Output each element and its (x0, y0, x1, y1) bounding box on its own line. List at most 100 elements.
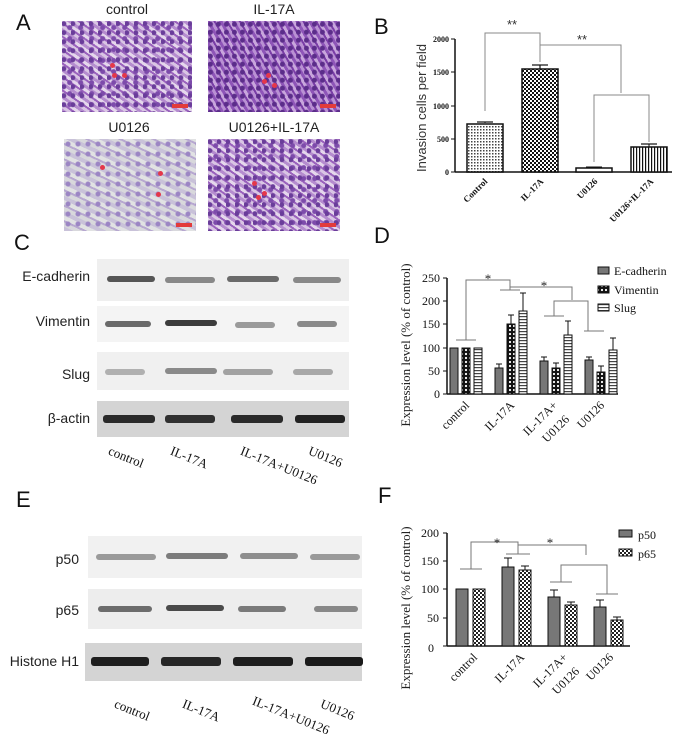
arrow-marker (112, 73, 117, 78)
significance-marker: * (547, 535, 554, 550)
bar-p65-control (472, 588, 486, 647)
lane-label-control: control (106, 443, 147, 471)
svg-text:50: 50 (428, 364, 440, 378)
svg-text:U0126+IL-17A: U0126+IL-17A (608, 176, 656, 224)
blot-p65 (88, 589, 362, 629)
bar-vimentin-control (461, 347, 471, 395)
significance-marker: ** (507, 17, 517, 32)
blot-label-slug: Slug (61, 366, 90, 382)
chart-f-nfkb-expression: Expression level (% of control) 0 50 100… (398, 526, 656, 697)
bar-vimentin-il17a (506, 323, 516, 395)
bar-p50-control (455, 588, 469, 647)
bar-p50-u0126 (593, 606, 607, 647)
lane-label-il17a: IL-17A (168, 443, 211, 472)
panel-label-f: F (378, 483, 392, 508)
scale-bar (320, 223, 336, 227)
bar-control (466, 123, 504, 173)
blot-vimentin (97, 306, 349, 342)
arrow-marker (266, 73, 271, 78)
bar-ecadherin-control (449, 347, 459, 395)
chart-b-invasion: Invasion cells per field 0 500 1000 1500… (414, 17, 672, 224)
micrograph-il17a (208, 21, 340, 112)
y-axis-label: Expression level (% of control) (398, 263, 413, 426)
bar-vimentin-u0126 (596, 371, 606, 395)
svg-text:50: 50 (427, 611, 439, 625)
significance-marker: * (541, 278, 548, 293)
bar-il17a (521, 68, 559, 173)
arrow-marker (262, 191, 267, 196)
micrograph-title-u0126-il17a: U0126+IL-17A (228, 119, 320, 135)
panel-label-a: A (16, 10, 31, 35)
svg-text:1000: 1000 (433, 102, 449, 111)
legend-p50: p50 (638, 528, 656, 542)
bar-slug-il17a (518, 310, 528, 395)
arrow-marker (272, 83, 277, 88)
arrow-marker (256, 195, 261, 200)
bar-p65-u0126 (610, 619, 624, 647)
legend-ecadherin: E-cadherin (614, 264, 667, 278)
blot-label-ecadherin: E-cadherin (22, 268, 90, 284)
lane-label-il17a: IL-17A (180, 696, 223, 725)
arrow-marker (122, 73, 127, 78)
blot-label-vimentin: Vimentin (35, 313, 90, 329)
legend-vimentin: Vimentin (614, 283, 659, 297)
bar-slug-u0126 (608, 349, 618, 395)
bar-slug-il17a-u0126 (563, 334, 573, 395)
lane-label-u0126: U0126 (306, 443, 345, 471)
bar-u0126-il17a (630, 146, 668, 173)
significance-marker: * (494, 535, 501, 550)
blot-label-p50: p50 (55, 551, 79, 567)
legend-slug: Slug (614, 301, 636, 315)
lane-label-il17a-u0126: IL-17A+U0126 (238, 443, 320, 488)
bar-vimentin-il17a-u0126 (551, 367, 561, 395)
micrograph-title-il17a: IL-17A (253, 1, 295, 17)
blot-label-p65: p65 (55, 602, 79, 618)
svg-text:150: 150 (422, 317, 440, 331)
svg-text:2000: 2000 (433, 35, 449, 44)
arrow-marker (110, 63, 115, 68)
svg-text:1500: 1500 (433, 68, 449, 77)
micrograph-title-u0126: U0126 (108, 119, 150, 135)
svg-text:100: 100 (421, 582, 439, 596)
blot-label-beta-actin: β-actin (47, 410, 90, 426)
scale-bar (176, 223, 192, 227)
bar-p65-il17a (518, 569, 532, 647)
lane-label-control: control (112, 696, 153, 724)
bar-p50-il17a (501, 566, 515, 647)
arrow-marker (156, 192, 161, 197)
lane-label-il17a-u0126: IL-17A+U0126 (250, 693, 332, 738)
svg-text:150: 150 (421, 554, 439, 568)
panel-label-c: C (14, 230, 30, 255)
bar-ecadherin-il17a-u0126 (539, 360, 549, 395)
bar-ecadherin-u0126 (584, 359, 594, 395)
scale-bar (320, 104, 336, 108)
legend: E-cadherin Vimentin Slug (597, 264, 667, 315)
micrograph-u0126-il17a (208, 139, 340, 231)
blot-beta-actin (97, 401, 349, 437)
panel-label-e: E (16, 487, 31, 512)
svg-text:IL-17A: IL-17A (492, 650, 528, 686)
svg-text:200: 200 (422, 294, 440, 308)
blot-slug (97, 352, 349, 390)
svg-text:500: 500 (437, 135, 449, 144)
legend-p65: p65 (638, 547, 656, 561)
svg-text:IL-17A: IL-17A (519, 176, 546, 203)
y-axis-label: Invasion cells per field (414, 44, 429, 172)
svg-text:0: 0 (434, 387, 440, 401)
blot-label-histone-h1: Histone H1 (9, 653, 79, 669)
bar-p50-il17a-u0126 (547, 596, 561, 647)
svg-text:U0126: U0126 (575, 176, 600, 201)
scale-bar (172, 104, 188, 108)
bar-p65-il17a-u0126 (564, 604, 578, 647)
svg-text:250: 250 (422, 271, 440, 285)
arrow-marker (262, 79, 267, 84)
blot-histone-h1 (85, 643, 363, 681)
svg-text:0: 0 (428, 641, 434, 655)
blot-p50 (88, 536, 362, 578)
svg-text:U0126: U0126 (583, 650, 616, 683)
arrow-marker (100, 165, 105, 170)
panel-label-b: B (374, 14, 389, 39)
micrograph-u0126 (64, 139, 196, 231)
svg-text:200: 200 (421, 526, 439, 540)
svg-text:0: 0 (445, 168, 449, 177)
